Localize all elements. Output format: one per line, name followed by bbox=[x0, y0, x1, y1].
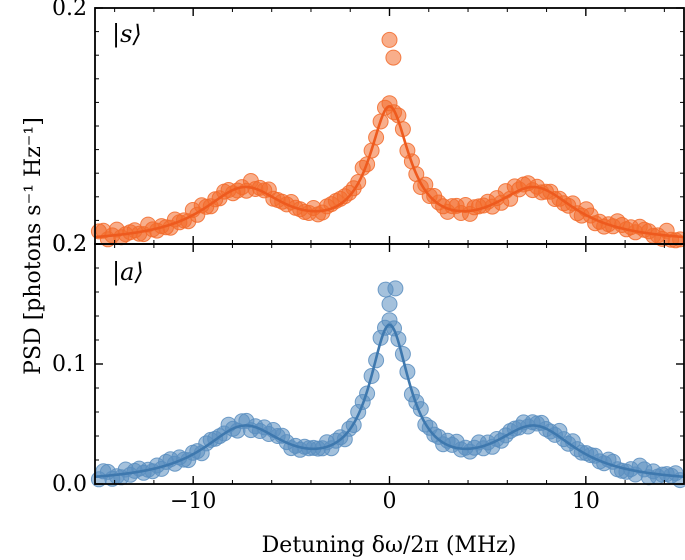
panel-bottom-y-tick-label: 0.2 bbox=[52, 232, 87, 257]
panel-bottom-y-tick-label: 0.0 bbox=[52, 472, 87, 497]
panel-bottom-label: |a⟩ bbox=[112, 258, 144, 287]
panel-bottom: 0.0 0.1 0.2 |a⟩ bbox=[52, 232, 685, 497]
panel-top-fit-line bbox=[94, 105, 685, 239]
panel-bottom-fit-line bbox=[94, 323, 685, 479]
panel-top-y-tick-label: 0.2 bbox=[52, 0, 87, 21]
y-axis-label: PSD [photons s⁻¹ Hz⁻¹] bbox=[21, 117, 46, 375]
panel-top-y-tick-label: 0.2 bbox=[52, 232, 87, 257]
x-tick-label: −10 bbox=[170, 489, 216, 514]
panel-bottom-data-point bbox=[387, 280, 404, 297]
x-axis-label: Detuning δω/2π (MHz) bbox=[262, 533, 517, 558]
panel-top-points bbox=[90, 31, 685, 249]
panel-top-data-point bbox=[381, 31, 398, 48]
panel-bottom-ticks: 0.0 0.1 0.2 bbox=[52, 232, 684, 497]
x-tick-label: 0 bbox=[383, 489, 397, 514]
panel-bottom-y-tick-label: 0.1 bbox=[52, 352, 87, 377]
x-axis-ticks: −10 0 10 bbox=[170, 489, 600, 514]
panel-top: 0.2 0.2 |s⟩ bbox=[52, 0, 685, 257]
panel-bottom-frame bbox=[94, 243, 685, 485]
panel-bottom-points bbox=[90, 280, 685, 489]
panel-bottom-data-point bbox=[381, 296, 398, 312]
panel-top-label: |s⟩ bbox=[112, 20, 142, 49]
x-tick-label: 10 bbox=[572, 489, 600, 514]
panel-top-data-point bbox=[385, 49, 402, 66]
